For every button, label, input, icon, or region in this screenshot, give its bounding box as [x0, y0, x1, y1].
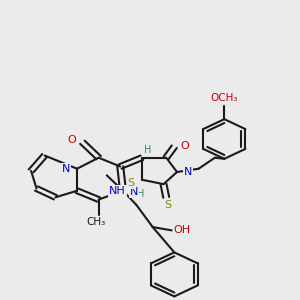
Text: N: N: [62, 164, 70, 174]
Text: N: N: [184, 167, 192, 177]
Text: OCH₃: OCH₃: [211, 93, 238, 103]
Text: N: N: [130, 187, 138, 197]
Text: O: O: [67, 135, 76, 145]
Text: H: H: [144, 145, 151, 155]
Text: CH₃: CH₃: [86, 217, 106, 226]
Text: O: O: [181, 141, 190, 151]
Text: OH: OH: [174, 225, 191, 236]
Text: H: H: [137, 189, 144, 199]
Text: S: S: [128, 178, 135, 188]
Text: S: S: [164, 200, 171, 210]
Text: NH: NH: [109, 186, 126, 196]
